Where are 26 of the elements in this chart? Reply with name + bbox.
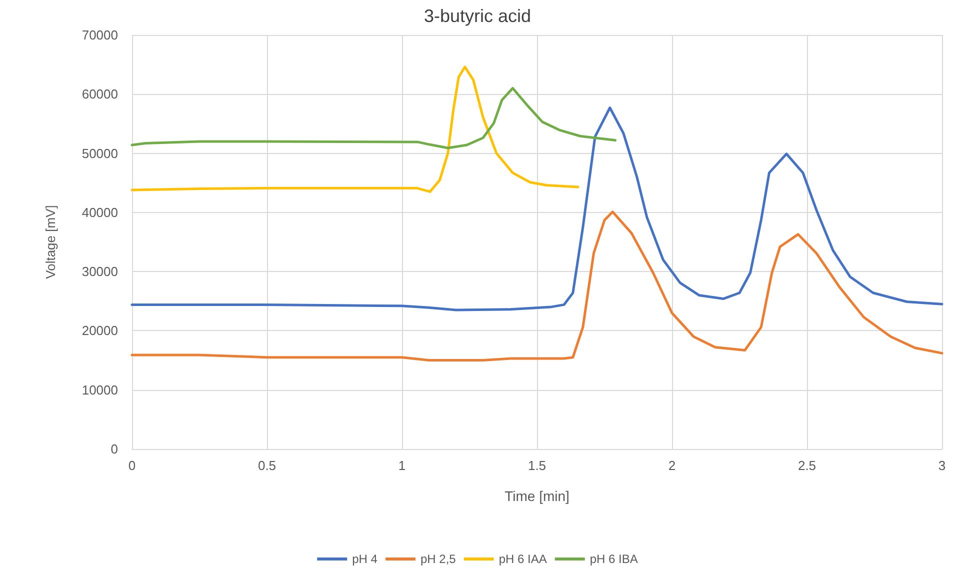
y-tick-label: 70000 (82, 28, 118, 42)
x-tick-label: 1.5 (528, 458, 546, 473)
legend-label: pH 2,5 (420, 552, 456, 566)
chart-title: 3-butyric acid (424, 6, 532, 26)
x-axis-title: Time [min] (504, 488, 570, 504)
line-series (130, 106, 944, 312)
x-tick-label: 2 (668, 458, 676, 473)
line-series (130, 86, 617, 150)
y-tick-label: 50000 (82, 146, 118, 161)
y-axis-title: Voltage [mV] (43, 205, 58, 279)
legend-label: pH 6 IBA (590, 552, 638, 566)
line-series (130, 210, 944, 362)
y-tick-label: 30000 (82, 264, 118, 280)
y-tick-label: 0 (110, 442, 118, 456)
x-tick-label: 0 (128, 458, 136, 473)
line-series (130, 66, 580, 193)
x-tick-label: 2.5 (798, 458, 816, 473)
legend-label: pH 6 IAA (498, 552, 547, 566)
x-tick-label: 1 (398, 458, 406, 473)
x-tick-label: 3 (938, 458, 946, 473)
legend-label: pH 4 (352, 552, 378, 566)
y-tick-label: 10000 (82, 382, 118, 398)
y-tick-label: 40000 (82, 204, 118, 220)
x-tick-label: 0.5 (258, 458, 276, 473)
y-tick-label: 20000 (82, 323, 118, 338)
y-tick-label: 60000 (82, 86, 118, 102)
